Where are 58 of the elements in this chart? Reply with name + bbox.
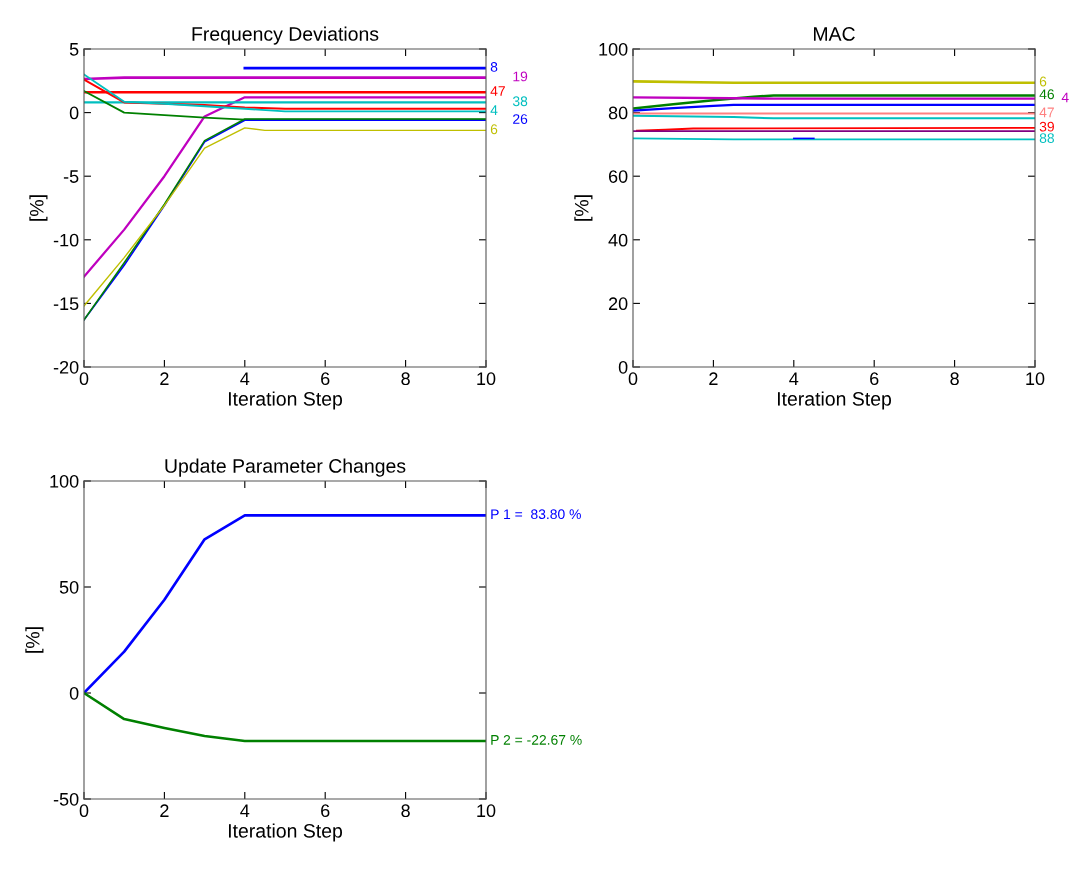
x-tick-label: 2: [160, 372, 169, 385]
y-tick-label: 5: [69, 43, 79, 56]
series-label: 38: [512, 96, 528, 107]
x-tick-label: 0: [79, 372, 89, 386]
x-tick-label: 4: [789, 372, 799, 385]
y-axis-title: [%]: [25, 627, 44, 653]
series-label: 46: [1039, 89, 1054, 100]
y-tick-label: 0: [69, 686, 79, 700]
series-label: 88: [1039, 133, 1055, 144]
x-tick-label: 8: [401, 372, 410, 386]
y-tick-label: 100: [599, 42, 628, 56]
x-tick-label: 6: [870, 372, 879, 386]
x-axis-title: Iteration Step: [777, 391, 892, 410]
y-tick-label: 0: [618, 360, 628, 374]
y-axis-title: [%]: [574, 195, 593, 221]
x-tick-label: 4: [240, 372, 250, 385]
x-tick-label: 10: [477, 804, 496, 818]
series-label: 26: [513, 114, 528, 124]
x-tick-label: 10: [477, 372, 496, 386]
y-tick-label: -10: [53, 233, 79, 247]
chart-title: Frequency Deviations: [192, 26, 379, 45]
x-tick-label: 2: [160, 804, 169, 817]
series-label: P 1 = 83.80 %: [491, 509, 581, 520]
y-tick-label: -15: [53, 297, 79, 311]
series-label: P 2 = -22.67 %: [491, 734, 582, 745]
y-tick-label: -5: [63, 170, 79, 183]
y-tick-label: 100: [50, 474, 79, 488]
y-tick-label: 20: [608, 297, 628, 311]
x-tick-label: 8: [950, 372, 959, 386]
series-label: 8: [490, 61, 498, 72]
series-label: 4: [1061, 92, 1069, 103]
y-tick-label: -20: [53, 360, 79, 374]
x-tick-label: 4: [240, 804, 250, 817]
series-label: 6: [490, 124, 498, 135]
series-label: 39: [1039, 121, 1054, 132]
x-tick-label: 2: [709, 372, 718, 385]
chart-title: MAC: [813, 27, 855, 41]
x-tick-label: 8: [401, 804, 410, 818]
y-tick-label: 40: [608, 233, 628, 247]
y-tick-label: 60: [608, 170, 628, 183]
series-label: 47: [490, 86, 505, 96]
y-tick-label: -50: [53, 792, 79, 806]
series-label: 4: [490, 105, 498, 115]
x-axis-title: Iteration Step: [228, 391, 343, 410]
x-tick-label: 10: [1026, 372, 1045, 386]
x-tick-label: 6: [321, 804, 330, 818]
chart-title: Update Parameter Changes: [165, 458, 406, 477]
series-label: 19: [513, 71, 528, 82]
y-axis-title: [%]: [29, 195, 48, 221]
x-axis-title: Iteration Step: [228, 823, 343, 842]
series-label: 47: [1039, 107, 1054, 118]
y-tick-label: 80: [608, 106, 628, 120]
x-tick-label: 0: [628, 372, 638, 386]
y-tick-label: 0: [69, 106, 79, 120]
y-tick-label: 50: [59, 580, 79, 594]
x-tick-label: 0: [79, 804, 89, 818]
series-label: 6: [1039, 76, 1047, 87]
x-tick-label: 6: [321, 372, 330, 386]
